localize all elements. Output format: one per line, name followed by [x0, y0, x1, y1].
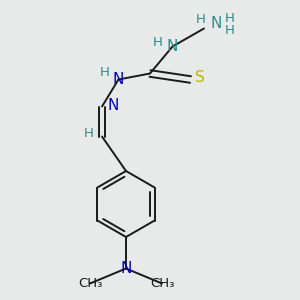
Text: S: S — [195, 70, 204, 86]
Text: CH₃: CH₃ — [150, 277, 174, 290]
Text: H: H — [225, 11, 234, 25]
Text: CH₃: CH₃ — [78, 277, 102, 290]
Text: N: N — [108, 98, 119, 112]
Text: N: N — [113, 72, 124, 87]
Text: N: N — [167, 39, 178, 54]
Text: H: H — [225, 23, 234, 37]
Text: H: H — [196, 13, 206, 26]
Text: H: H — [153, 35, 162, 49]
Text: N: N — [210, 16, 222, 32]
Text: H: H — [84, 127, 93, 140]
Text: N: N — [120, 261, 132, 276]
Text: H: H — [100, 66, 110, 80]
